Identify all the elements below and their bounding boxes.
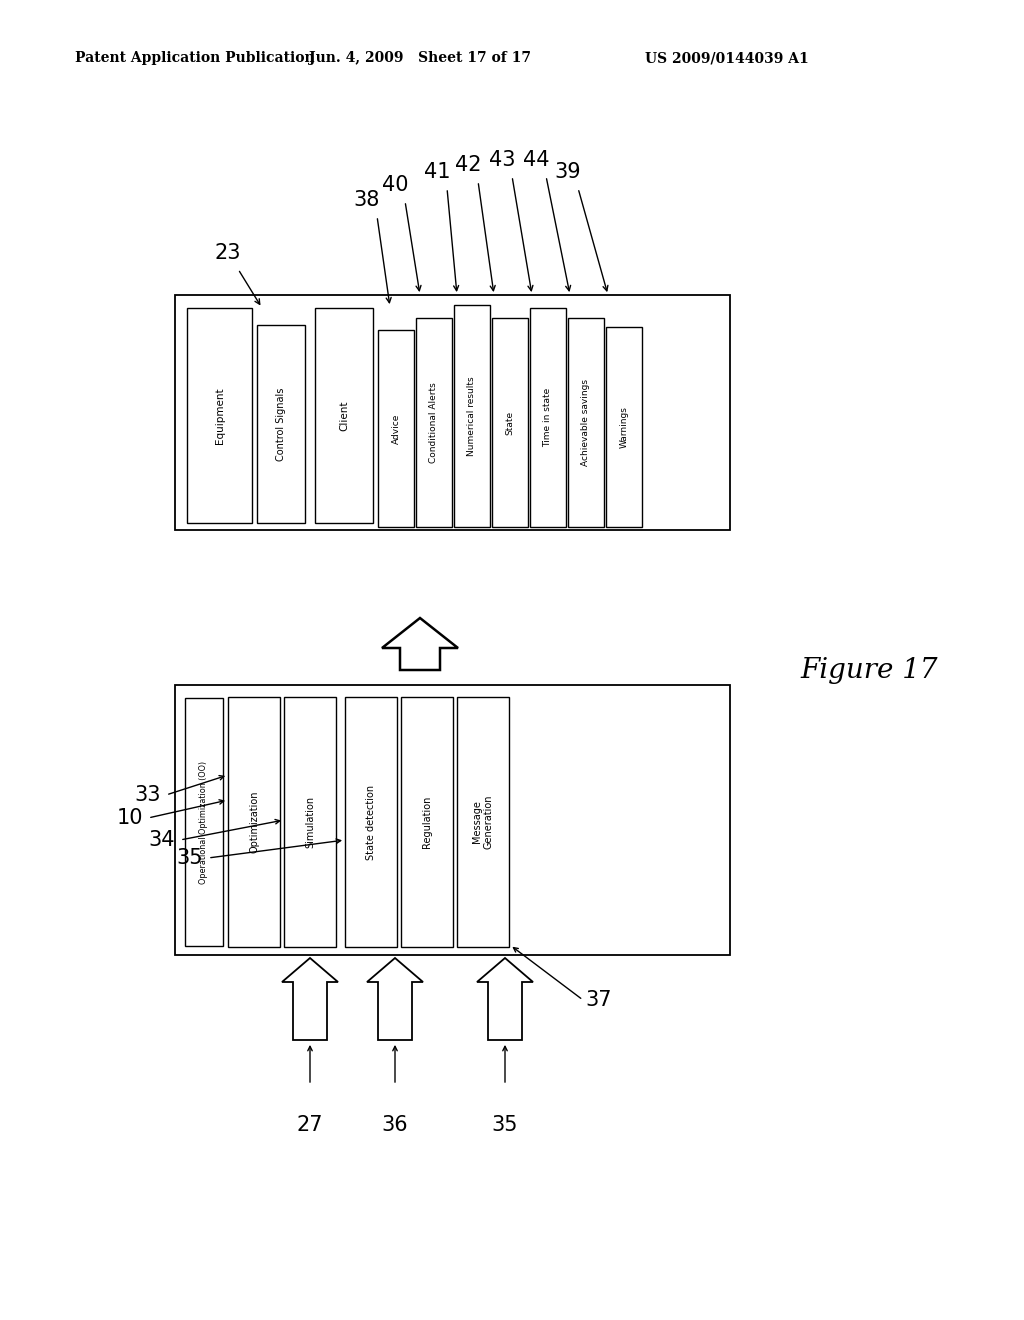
Bar — [454, 305, 490, 527]
Text: Warnings: Warnings — [620, 407, 629, 447]
Text: 33: 33 — [135, 785, 161, 805]
Bar — [228, 697, 280, 946]
Polygon shape — [282, 958, 338, 1040]
Bar — [187, 308, 252, 523]
Bar — [284, 697, 336, 946]
Text: 35: 35 — [492, 1115, 518, 1135]
Bar — [401, 697, 453, 946]
Text: Numerical results: Numerical results — [468, 376, 476, 455]
Text: Optimization: Optimization — [249, 791, 259, 853]
Text: Regulation: Regulation — [422, 796, 432, 849]
Text: Figure 17: Figure 17 — [800, 656, 938, 684]
Bar — [606, 327, 642, 527]
Text: Jun. 4, 2009   Sheet 17 of 17: Jun. 4, 2009 Sheet 17 of 17 — [309, 51, 531, 65]
Text: 10: 10 — [117, 808, 143, 828]
Bar — [530, 308, 566, 527]
Text: US 2009/0144039 A1: US 2009/0144039 A1 — [645, 51, 809, 65]
Bar — [416, 318, 452, 527]
Text: 39: 39 — [555, 162, 582, 182]
Bar — [175, 294, 730, 531]
Text: Achievable savings: Achievable savings — [582, 379, 591, 466]
Text: Message
Generation: Message Generation — [472, 795, 494, 849]
Text: Time in state: Time in state — [544, 388, 553, 447]
Text: 43: 43 — [488, 150, 515, 170]
Bar — [492, 318, 528, 527]
Text: 23: 23 — [215, 243, 242, 263]
Text: Equipment: Equipment — [214, 387, 224, 444]
Text: 41: 41 — [424, 162, 451, 182]
Text: Constraints: Constraints — [390, 973, 399, 1024]
Polygon shape — [367, 958, 423, 1040]
Bar — [378, 330, 414, 527]
Text: 35: 35 — [177, 847, 203, 869]
Bar — [175, 685, 730, 954]
Bar — [315, 308, 373, 523]
Text: 37: 37 — [585, 990, 611, 1010]
Bar — [345, 697, 397, 946]
Text: State: State — [506, 411, 514, 434]
Text: Measurements: Measurements — [305, 966, 314, 1032]
Text: Advice: Advice — [391, 413, 400, 444]
Text: 40: 40 — [382, 176, 409, 195]
Polygon shape — [477, 958, 534, 1040]
Bar — [257, 325, 305, 523]
Polygon shape — [382, 618, 458, 671]
Text: Operational Optimization (OO): Operational Optimization (OO) — [200, 760, 209, 883]
Text: 36: 36 — [382, 1115, 409, 1135]
Text: Simulation: Simulation — [305, 796, 315, 847]
Text: Client: Client — [339, 400, 349, 430]
Bar — [568, 318, 604, 527]
Text: Control Signals: Control Signals — [276, 387, 286, 461]
Text: Conditional Alerts: Conditional Alerts — [429, 381, 438, 463]
Text: 42: 42 — [455, 154, 481, 176]
Text: Configuration: Configuration — [501, 968, 510, 1030]
Text: 44: 44 — [522, 150, 549, 170]
Text: Patent Application Publication: Patent Application Publication — [75, 51, 314, 65]
Text: State detection: State detection — [366, 784, 376, 859]
Bar — [185, 698, 223, 946]
Text: 34: 34 — [148, 830, 175, 850]
Text: 27: 27 — [297, 1115, 324, 1135]
Text: 38: 38 — [354, 190, 380, 210]
Bar — [457, 697, 509, 946]
